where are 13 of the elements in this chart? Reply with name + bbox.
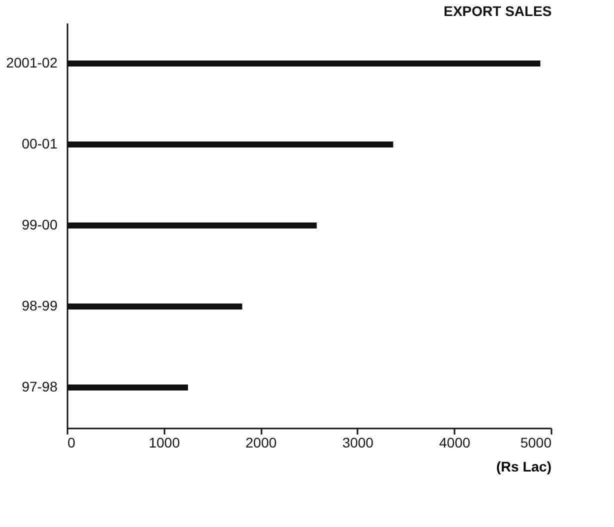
- x-tick-label: 3000: [342, 434, 374, 450]
- x-axis-title: (Rs Lac): [496, 458, 552, 474]
- x-tick-label: 4000: [439, 434, 470, 450]
- y-tick-label: 99-00: [22, 216, 58, 232]
- x-tick-label: 2000: [246, 434, 277, 450]
- y-tick-label: 00-01: [22, 136, 58, 152]
- chart-title: EXPORT SALES: [444, 3, 552, 19]
- x-tick-label: 0: [68, 434, 76, 450]
- x-tick-label: 1000: [148, 434, 180, 450]
- y-tick-label: 2001-02: [6, 54, 58, 70]
- y-tick-label: 97-98: [22, 378, 58, 394]
- x-tick-label: 5000: [520, 434, 552, 450]
- y-tick-label: 98-99: [22, 298, 58, 314]
